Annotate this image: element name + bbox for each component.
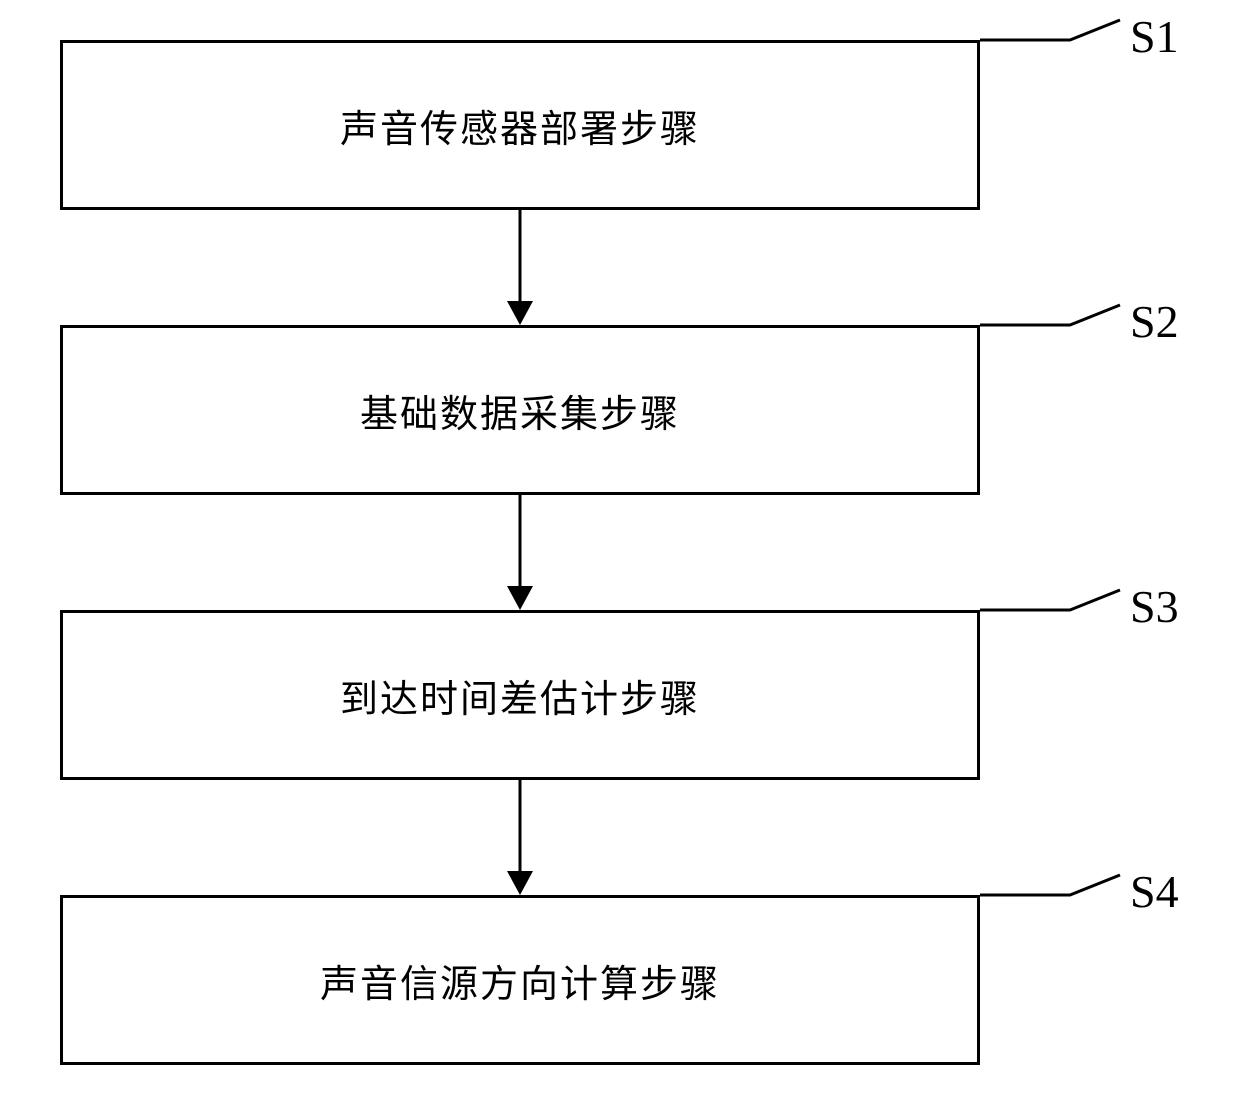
connector-s4	[0, 0, 1239, 1115]
step-label-s4: S4	[1130, 865, 1179, 918]
flowchart-diagram: 声音传感器部署步骤 S1 基础数据采集步骤 S2 到达时间差估计步骤 S3 声音…	[0, 0, 1239, 1115]
